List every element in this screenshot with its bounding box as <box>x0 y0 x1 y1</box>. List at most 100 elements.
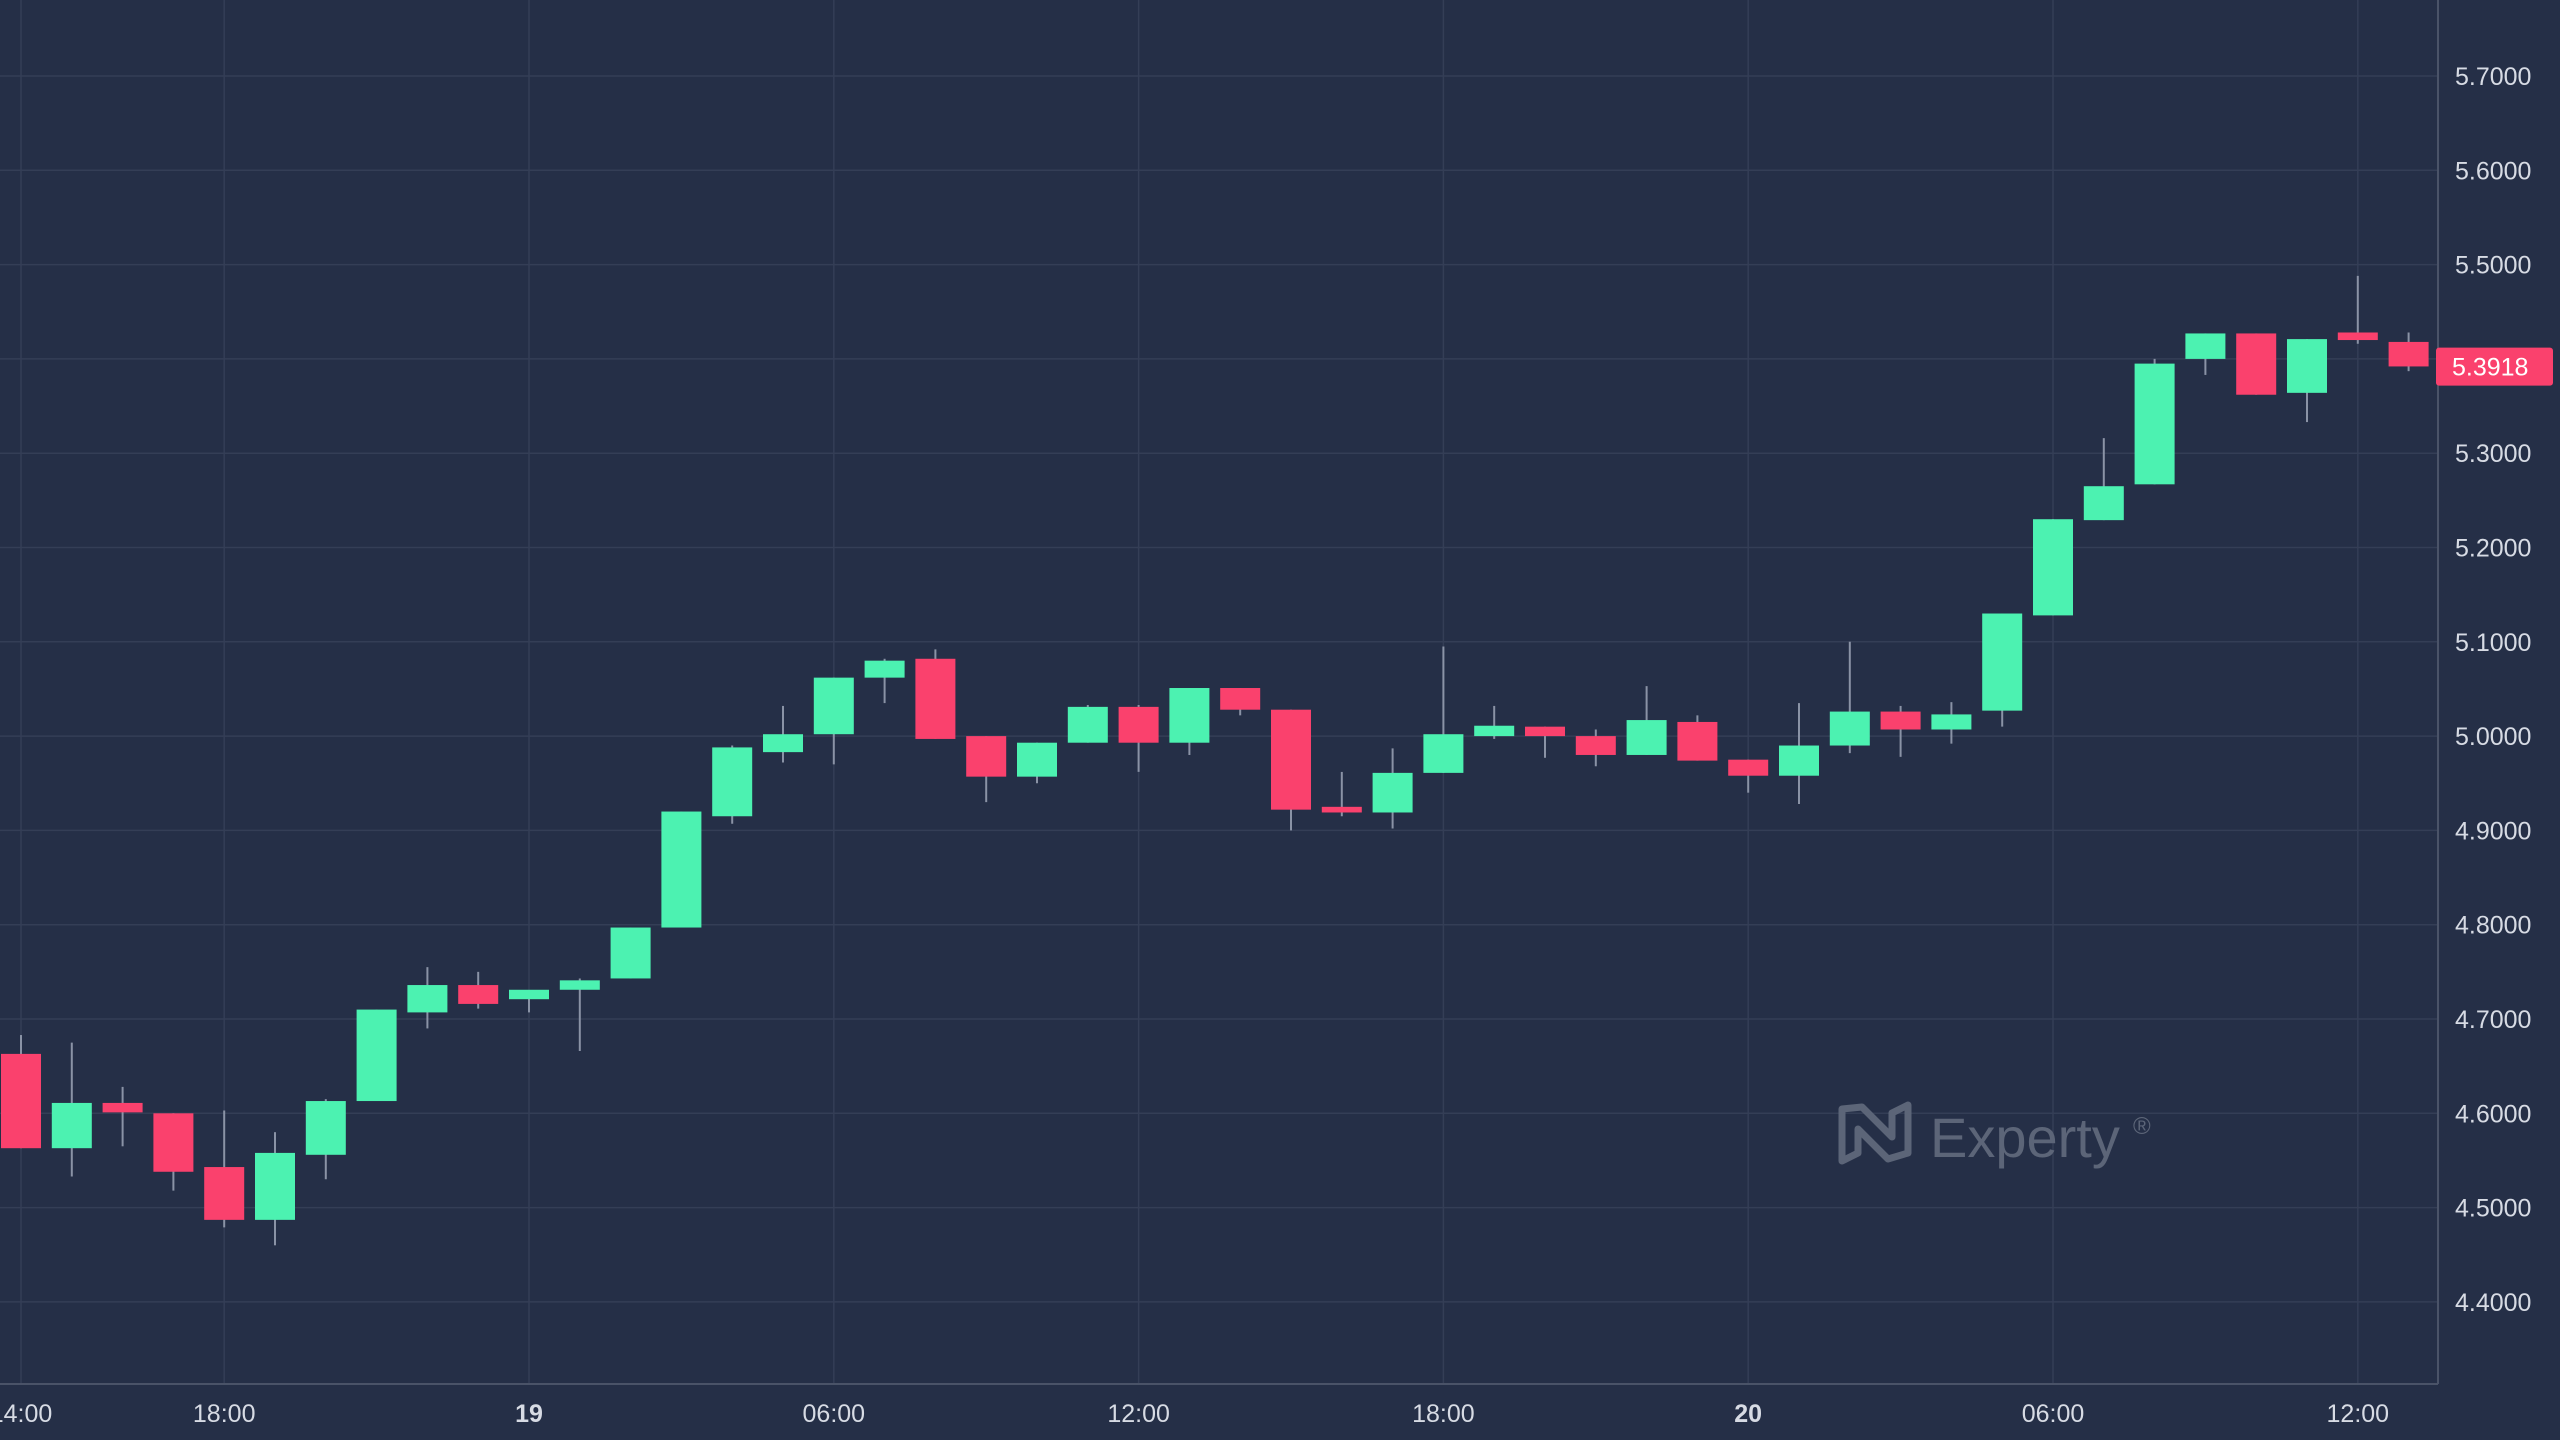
candle-body[interactable] <box>661 811 702 928</box>
candle-up[interactable] <box>2287 339 2327 423</box>
candle-up[interactable] <box>2134 358 2175 485</box>
candle-up[interactable] <box>51 1042 92 1177</box>
candle-body[interactable] <box>2388 341 2429 367</box>
candle-body[interactable] <box>51 1102 92 1149</box>
candle-up[interactable] <box>2033 519 2073 616</box>
candle-up[interactable] <box>813 677 854 765</box>
candle-body[interactable] <box>2083 486 2124 521</box>
candle-up[interactable] <box>1017 742 1057 784</box>
candle-up[interactable] <box>1982 613 2023 727</box>
candle-down[interactable] <box>1321 771 1362 817</box>
candle-body[interactable] <box>1 1053 41 1149</box>
candle-down[interactable] <box>153 1113 194 1191</box>
candle-down[interactable] <box>102 1086 143 1147</box>
candle-body[interactable] <box>763 734 803 753</box>
candle-body[interactable] <box>2134 363 2175 485</box>
candle-body[interactable] <box>915 658 956 739</box>
candle-body[interactable] <box>2287 339 2327 393</box>
candle-up[interactable] <box>2185 333 2226 375</box>
candle-up[interactable] <box>559 978 600 1052</box>
candle-up[interactable] <box>1474 705 1515 739</box>
candle-body[interactable] <box>305 1101 346 1155</box>
candle-body[interactable] <box>1575 736 1616 755</box>
candle-down[interactable] <box>1677 715 1718 761</box>
candle-body[interactable] <box>1067 706 1108 743</box>
candle-down[interactable] <box>1880 705 1921 757</box>
candle-up[interactable] <box>356 1009 397 1102</box>
candle-body[interactable] <box>1220 688 1261 710</box>
candle-body[interactable] <box>1169 688 1210 743</box>
time-axis[interactable]: 14:00 18:00 19 06:00 12:00 18:00 20 06:00 12:00 <box>0 1400 2389 1428</box>
candle-up[interactable] <box>1372 748 1413 829</box>
candle-up[interactable] <box>305 1099 346 1180</box>
candle-body[interactable] <box>2337 332 2378 341</box>
candle-up[interactable] <box>610 927 651 979</box>
candle-down[interactable] <box>2337 275 2378 344</box>
candle-down[interactable] <box>1118 704 1159 772</box>
candle-down[interactable] <box>1220 688 1261 716</box>
candle-up[interactable] <box>1829 641 1870 754</box>
candle-body[interactable] <box>509 989 549 1000</box>
candle-up[interactable] <box>864 658 905 704</box>
candle-body[interactable] <box>1829 711 1870 746</box>
candle-body[interactable] <box>813 677 854 735</box>
candle-body[interactable] <box>966 736 1007 777</box>
candle-down[interactable] <box>1271 709 1311 831</box>
candle-down[interactable] <box>1525 726 1565 758</box>
candle-body[interactable] <box>2236 333 2277 395</box>
candle-up[interactable] <box>661 811 702 928</box>
candle-body[interactable] <box>255 1152 295 1220</box>
candle-down[interactable] <box>204 1110 245 1228</box>
candle-body[interactable] <box>1931 714 1972 730</box>
candle-body[interactable] <box>1626 720 1667 755</box>
candle-up[interactable] <box>1423 646 1464 773</box>
candle-down[interactable] <box>458 971 499 1009</box>
candle-body[interactable] <box>1321 806 1362 813</box>
candle-body[interactable] <box>1982 613 2023 711</box>
candle-body[interactable] <box>1677 721 1718 761</box>
candle-body[interactable] <box>102 1102 143 1113</box>
candle-body[interactable] <box>204 1167 245 1220</box>
price-axis[interactable]: 5.70005.60005.50005.40005.30005.20005.10… <box>2455 63 2531 1317</box>
candle-body[interactable] <box>1118 706 1159 743</box>
candle-body[interactable] <box>1423 734 1464 773</box>
candle-body[interactable] <box>1271 709 1311 810</box>
candle-up[interactable] <box>1626 686 1667 755</box>
candle-body[interactable] <box>712 747 753 817</box>
candle-up[interactable] <box>763 705 803 763</box>
candle-body[interactable] <box>1779 745 1819 776</box>
candle-down[interactable] <box>1575 729 1616 767</box>
candle-body[interactable] <box>610 927 651 979</box>
candle-body[interactable] <box>458 985 499 1004</box>
candle-down[interactable] <box>2236 333 2277 395</box>
candle-up[interactable] <box>1067 704 1108 743</box>
candle-body[interactable] <box>864 660 905 678</box>
candle-body[interactable] <box>407 985 448 1013</box>
candle-down[interactable] <box>966 736 1007 803</box>
candle-down[interactable] <box>1728 759 1769 793</box>
candle-body[interactable] <box>1474 725 1515 737</box>
candle-up[interactable] <box>1779 703 1819 804</box>
candle-up[interactable] <box>255 1132 295 1246</box>
candle-body[interactable] <box>1728 759 1769 776</box>
candle-body[interactable] <box>1017 742 1057 777</box>
candle-body[interactable] <box>356 1009 397 1102</box>
candle-body[interactable] <box>1372 772 1413 813</box>
candle-body[interactable] <box>2185 333 2226 359</box>
candle-up[interactable] <box>1169 688 1210 755</box>
candle-body[interactable] <box>1525 726 1565 737</box>
candle-down[interactable] <box>915 649 956 739</box>
candle-body[interactable] <box>2033 519 2073 616</box>
candle-up[interactable] <box>2083 438 2124 521</box>
candle-down[interactable] <box>1 1035 41 1149</box>
candle-body[interactable] <box>559 980 600 990</box>
candle-body[interactable] <box>153 1113 194 1172</box>
candle-up[interactable] <box>712 745 753 824</box>
candle-up[interactable] <box>1931 702 1972 744</box>
candle-down[interactable] <box>2388 332 2429 372</box>
candle-up[interactable] <box>407 967 448 1029</box>
candles[interactable] <box>1 275 2429 1246</box>
candle-up[interactable] <box>509 989 549 1013</box>
